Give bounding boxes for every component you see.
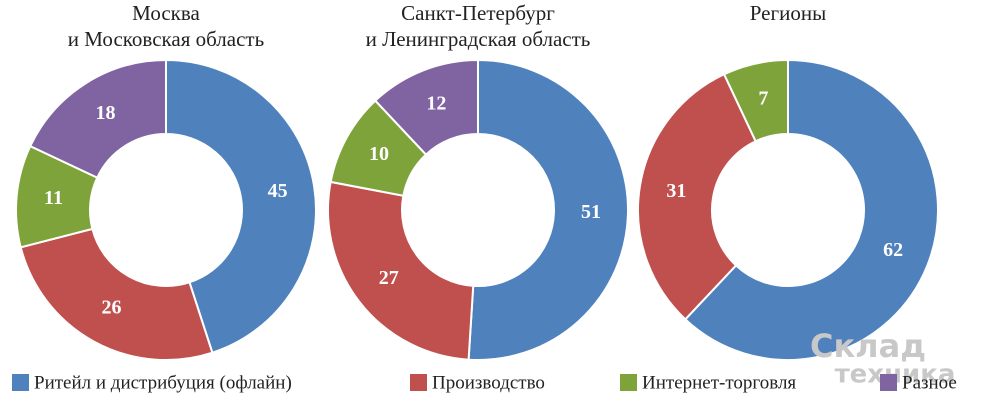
chart-title: и Московская область [68, 27, 264, 51]
chart-title: Москва [132, 1, 200, 25]
data-label: 45 [268, 180, 288, 202]
data-label: 18 [95, 102, 115, 124]
donut-segment [28, 58, 167, 179]
legend-label: Интернет-торговля [642, 372, 796, 393]
donut-segment [327, 180, 475, 361]
data-label: 11 [44, 187, 63, 209]
data-label: 26 [102, 297, 122, 319]
donut-segment [165, 58, 317, 354]
donut-segment [19, 227, 214, 361]
watermark: Склад [810, 327, 926, 365]
data-label: 51 [581, 201, 601, 223]
chart-title: Регионы [750, 1, 826, 25]
chart-title: Санкт-Петербург [401, 1, 555, 25]
donut-segment [722, 58, 789, 143]
donut-segment [373, 58, 479, 157]
data-label: 7 [758, 87, 768, 109]
data-label: 31 [666, 180, 686, 202]
legend-swatch [620, 374, 637, 391]
data-label: 10 [369, 143, 389, 165]
donut-segment [683, 58, 939, 361]
data-label: 12 [426, 93, 446, 115]
legend-swatch [410, 374, 427, 391]
legend-swatch [12, 374, 29, 391]
donut-segment [637, 72, 757, 321]
data-label: 62 [883, 239, 903, 261]
legend-label: Разное [902, 372, 957, 393]
chart-title: и Ленинградская область [366, 27, 591, 51]
donut-segment [467, 58, 629, 361]
legend-label: Производство [432, 372, 545, 393]
data-label: 27 [379, 267, 399, 289]
legend-label: Ритейл и дистрибуция (офлайн) [34, 372, 292, 393]
legend-swatch [880, 374, 897, 391]
